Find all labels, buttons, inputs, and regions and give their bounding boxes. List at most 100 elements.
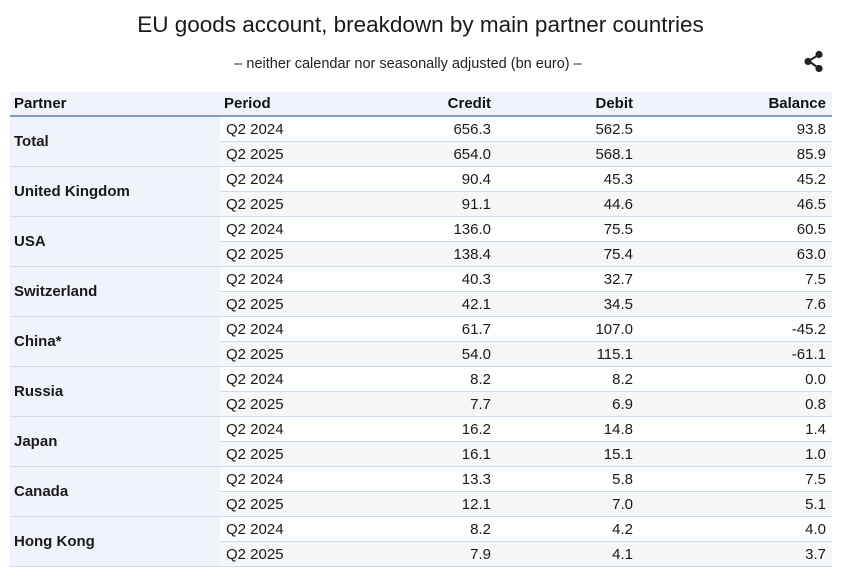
period-cell: Q2 2024 <box>220 316 316 342</box>
table-row: Q2 2025 7.9 4.1 3.7 <box>10 541 832 567</box>
table-row: Japan Q2 2024 16.2 14.8 1.4 <box>10 416 832 467</box>
table-row: China* Q2 2024 61.7 107.0 -45.2 <box>10 316 832 367</box>
credit-cell: 61.7 <box>316 316 491 342</box>
balance-cell: 93.8 <box>633 116 832 142</box>
period-cell: Q2 2025 <box>220 141 316 167</box>
table-row: Total Q2 2024 656.3 562.5 93.8 <box>10 116 832 167</box>
partner-cell: China* <box>10 316 220 367</box>
credit-cell: 54.0 <box>316 341 491 367</box>
partner-cell: USA <box>10 216 220 267</box>
column-header-debit: Debit <box>491 92 633 117</box>
credit-cell: 13.3 <box>316 466 491 492</box>
table-row: Canada Q2 2024 13.3 5.8 7.5 <box>10 466 832 517</box>
table-row: Q2 2025 12.1 7.0 5.1 <box>10 491 832 517</box>
debit-cell: 115.1 <box>491 341 633 367</box>
credit-cell: 654.0 <box>316 141 491 167</box>
period-cell: Q2 2024 <box>220 416 316 442</box>
period-cell: Q2 2024 <box>220 516 316 542</box>
balance-cell: 45.2 <box>633 166 832 192</box>
partner-cell: Canada <box>10 466 220 517</box>
column-header-partner: Partner <box>10 92 220 117</box>
period-cell: Q2 2025 <box>220 441 316 467</box>
debit-cell: 6.9 <box>491 391 633 417</box>
credit-cell: 138.4 <box>316 241 491 267</box>
period-cell: Q2 2024 <box>220 366 316 392</box>
chart-subtitle: – neither calendar nor seasonally adjust… <box>234 56 582 72</box>
balance-cell: 1.0 <box>633 441 832 467</box>
balance-cell: 4.0 <box>633 516 832 542</box>
table-body: Total Q2 2024 656.3 562.5 93.8 Q2 2025 654.0 56… <box>10 116 832 567</box>
debit-cell: 15.1 <box>491 441 633 467</box>
period-cell: Q2 2025 <box>220 241 316 267</box>
debit-cell: 44.6 <box>491 191 633 217</box>
balance-cell: 63.0 <box>633 241 832 267</box>
debit-cell: 568.1 <box>491 141 633 167</box>
partner-cell: Russia <box>10 366 220 417</box>
column-header-credit: Credit <box>316 92 491 117</box>
partner-cell: Japan <box>10 416 220 467</box>
credit-cell: 12.1 <box>316 491 491 517</box>
debit-cell: 4.1 <box>491 541 633 567</box>
credit-cell: 8.2 <box>316 366 491 392</box>
balance-cell: -45.2 <box>633 316 832 342</box>
table-row: Q2 2025 91.1 44.6 46.5 <box>10 191 832 217</box>
credit-cell: 40.3 <box>316 266 491 292</box>
debit-cell: 14.8 <box>491 416 633 442</box>
table-header-row: Partner Period Credit Debit Balance <box>10 92 832 117</box>
period-cell: Q2 2025 <box>220 341 316 367</box>
partner-cell: United Kingdom <box>10 166 220 217</box>
period-cell: Q2 2025 <box>220 191 316 217</box>
debit-cell: 32.7 <box>491 266 633 292</box>
period-cell: Q2 2025 <box>220 541 316 567</box>
table-row: Q2 2025 16.1 15.1 1.0 <box>10 441 832 467</box>
balance-cell: 85.9 <box>633 141 832 167</box>
debit-cell: 7.0 <box>491 491 633 517</box>
credit-cell: 7.9 <box>316 541 491 567</box>
table-row: Switzerland Q2 2024 40.3 32.7 7.5 <box>10 266 832 317</box>
credit-cell: 90.4 <box>316 166 491 192</box>
balance-cell: 3.7 <box>633 541 832 567</box>
period-cell: Q2 2024 <box>220 266 316 292</box>
column-header-period: Period <box>220 92 316 117</box>
table-row: United Kingdom Q2 2024 90.4 45.3 45.2 <box>10 166 832 217</box>
period-cell: Q2 2025 <box>220 491 316 517</box>
credit-cell: 42.1 <box>316 291 491 317</box>
table-row: USA Q2 2024 136.0 75.5 60.5 <box>10 216 832 267</box>
table-row: Q2 2025 138.4 75.4 63.0 <box>10 241 832 267</box>
debit-cell: 45.3 <box>491 166 633 192</box>
period-cell: Q2 2024 <box>220 466 316 492</box>
table-row: Russia Q2 2024 8.2 8.2 0.0 <box>10 366 832 417</box>
credit-cell: 7.7 <box>316 391 491 417</box>
table-row: Hong Kong Q2 2024 8.2 4.2 4.0 <box>10 516 832 567</box>
debit-cell: 5.8 <box>491 466 633 492</box>
table-row: Q2 2025 54.0 115.1 -61.1 <box>10 341 832 367</box>
balance-cell: 0.0 <box>633 366 832 392</box>
debit-cell: 562.5 <box>491 116 633 142</box>
period-cell: Q2 2025 <box>220 391 316 417</box>
share-button[interactable] <box>801 49 827 75</box>
period-cell: Q2 2024 <box>220 116 316 142</box>
period-cell: Q2 2024 <box>220 216 316 242</box>
balance-cell: 60.5 <box>633 216 832 242</box>
balance-cell: 5.1 <box>633 491 832 517</box>
debit-cell: 34.5 <box>491 291 633 317</box>
balance-cell: 46.5 <box>633 191 832 217</box>
period-cell: Q2 2024 <box>220 166 316 192</box>
table-row: Q2 2025 42.1 34.5 7.6 <box>10 291 832 317</box>
debit-cell: 107.0 <box>491 316 633 342</box>
balance-cell: 7.6 <box>633 291 832 317</box>
debit-cell: 75.4 <box>491 241 633 267</box>
partner-cell: Hong Kong <box>10 516 220 567</box>
credit-cell: 16.2 <box>316 416 491 442</box>
partner-cell: Switzerland <box>10 266 220 317</box>
balance-cell: 1.4 <box>633 416 832 442</box>
credit-cell: 16.1 <box>316 441 491 467</box>
share-icon <box>804 50 823 73</box>
debit-cell: 75.5 <box>491 216 633 242</box>
table-row: Q2 2025 654.0 568.1 85.9 <box>10 141 832 167</box>
credit-cell: 8.2 <box>316 516 491 542</box>
balance-cell: 7.5 <box>633 266 832 292</box>
credit-cell: 136.0 <box>316 216 491 242</box>
chart-title: EU goods account, breakdown by main part… <box>137 12 704 37</box>
period-cell: Q2 2025 <box>220 291 316 317</box>
